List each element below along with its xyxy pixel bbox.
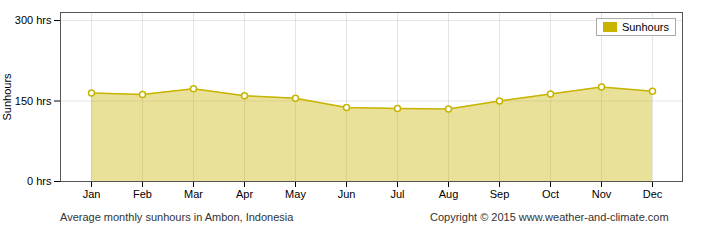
html-text:Average monthly sunhours in Am: Average monthly sunhours in Ambon, Indon… <box>60 211 294 223</box>
svg-text:Mar: Mar <box>184 188 203 200</box>
svg-text:150 hrs: 150 hrs <box>15 95 52 107</box>
svg-text:May: May <box>285 188 306 200</box>
svg-text:Jun: Jun <box>338 188 356 200</box>
svg-text:Sunhours: Sunhours <box>1 73 13 121</box>
svg-text:300 hrs: 300 hrs <box>15 14 52 26</box>
svg-text:Apr: Apr <box>236 188 253 200</box>
html-text:Sunhours: Sunhours <box>621 21 669 33</box>
svg-text:Feb: Feb <box>133 188 152 200</box>
svg-text:Oct: Oct <box>542 188 559 200</box>
svg-text:Sep: Sep <box>490 188 510 200</box>
svg-text:Jan: Jan <box>83 188 101 200</box>
html-text:Copyright © 2015 www.weather-a: Copyright © 2015 www.weather-and-climate… <box>430 211 669 223</box>
svg-text:Jul: Jul <box>390 188 404 200</box>
svg-text:0 hrs: 0 hrs <box>27 175 52 187</box>
svg-text:Nov: Nov <box>592 188 612 200</box>
svg-text:Aug: Aug <box>439 188 459 200</box>
svg-text:Dec: Dec <box>643 188 663 200</box>
